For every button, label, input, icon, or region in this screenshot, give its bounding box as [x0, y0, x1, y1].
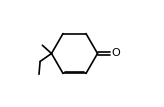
- Text: O: O: [111, 48, 120, 59]
